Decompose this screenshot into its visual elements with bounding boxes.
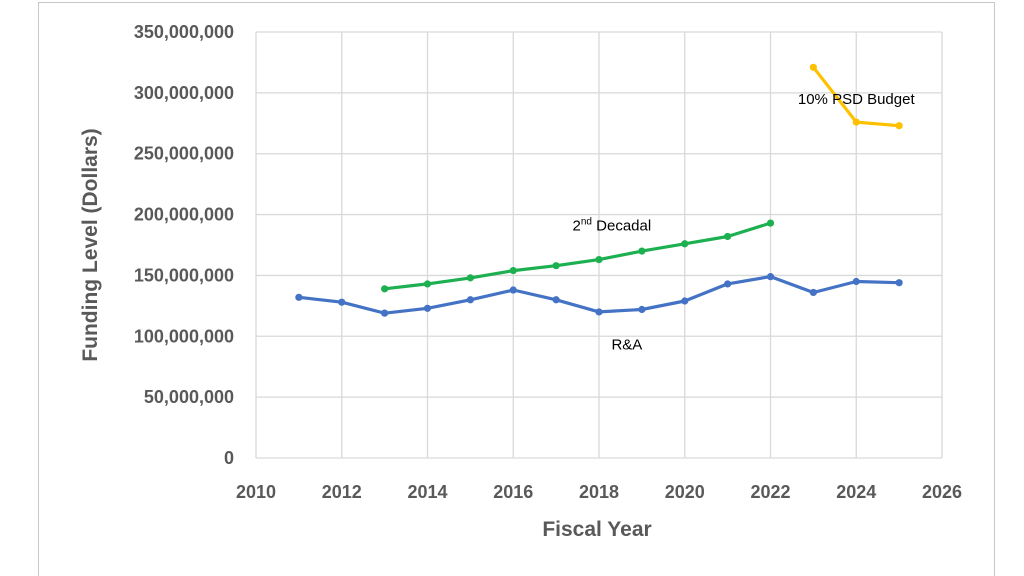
x-tick-label: 2020 <box>665 482 705 502</box>
series-0-point <box>724 280 732 288</box>
series-0-point <box>381 309 389 317</box>
series-0-point <box>509 286 517 294</box>
series-0-point <box>423 304 432 312</box>
series-2-point <box>809 63 817 71</box>
series-1-point <box>681 240 689 248</box>
x-tick-label: 2012 <box>322 482 362 502</box>
series-lines <box>295 63 903 317</box>
y-tick-label: 100,000,000 <box>134 326 234 346</box>
series-1-point <box>381 285 389 293</box>
series-1-point <box>466 274 474 282</box>
series-0-point <box>338 298 346 306</box>
series-1-point <box>509 266 517 275</box>
series-1-point <box>766 219 775 227</box>
x-tick-label: 2022 <box>750 482 790 502</box>
series-1-point <box>638 247 646 255</box>
y-tick-label: 350,000,000 <box>134 22 234 42</box>
annotation-superscript: nd <box>581 216 592 227</box>
series-2-point <box>895 122 903 130</box>
annotation-rest: Decadal <box>592 217 651 234</box>
annotation-base: 2 <box>573 217 581 234</box>
series-1-point <box>724 232 732 241</box>
x-tick-label: 2026 <box>922 482 962 502</box>
x-tick-labels: 2010 2012 2014 2016 2018 2020 2022 2024 2026 <box>236 482 962 502</box>
series-0-point <box>809 288 817 297</box>
series-0-point <box>681 297 689 305</box>
series-2-point <box>852 118 860 126</box>
y-tick-label: 300,000,000 <box>134 83 234 103</box>
x-tick-label: 2018 <box>579 482 619 502</box>
series-1-point <box>595 256 603 264</box>
series-0-point <box>638 305 646 314</box>
series-0-point <box>595 308 603 316</box>
series-0-point <box>766 273 775 281</box>
y-axis-title: Funding Level (Dollars) <box>79 128 102 361</box>
series-0-point <box>895 279 903 287</box>
y-tick-label: 0 <box>224 448 234 468</box>
series-0-point <box>466 296 474 304</box>
x-tick-label: 2014 <box>407 482 447 502</box>
y-tick-label: 150,000,000 <box>134 265 234 285</box>
series-annotation: R&A <box>611 337 642 354</box>
x-tick-label: 2010 <box>236 482 276 502</box>
series-0-point <box>552 296 560 304</box>
series-annotation: 10% PSD Budget <box>798 91 916 108</box>
series-1-point <box>423 280 432 288</box>
y-tick-labels: 0 50,000,000 100,000,000 150,000,000 200,000… <box>134 22 234 468</box>
y-tick-label: 200,000,000 <box>134 205 234 225</box>
y-tick-label: 250,000,000 <box>134 144 234 164</box>
series-0-point <box>852 277 860 286</box>
y-tick-label: 50,000,000 <box>144 387 234 407</box>
x-tick-label: 2024 <box>836 482 876 502</box>
x-tick-label: 2016 <box>493 482 533 502</box>
series-annotation: 2nd Decadal <box>573 216 652 234</box>
series-1-point <box>552 262 560 270</box>
series-line-1 <box>383 221 773 291</box>
series-0-point <box>295 293 303 301</box>
x-axis-title: Fiscal Year <box>542 518 651 541</box>
series-annotations: R&A 2nd Decadal 10% PSD Budget <box>573 91 916 354</box>
